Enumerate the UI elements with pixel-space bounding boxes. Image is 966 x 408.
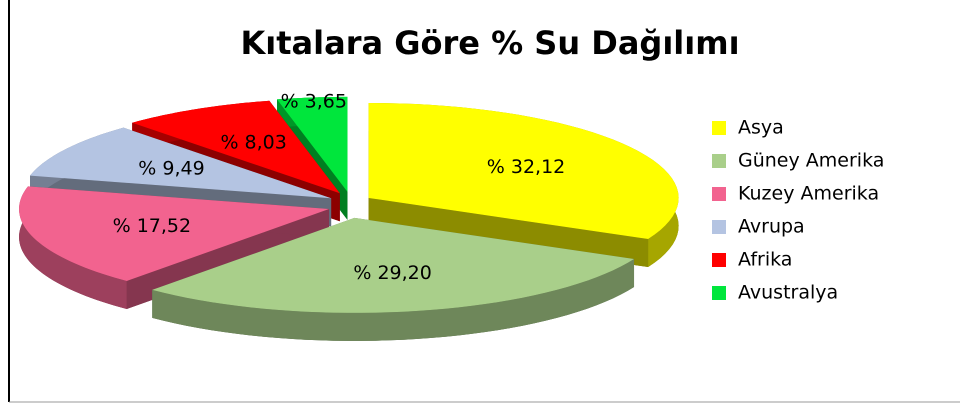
data-label: % 9,49: [138, 157, 204, 179]
data-label: % 32,12: [487, 156, 566, 178]
pie-slice: [30, 127, 332, 199]
legend-label: Güney Amerika: [738, 150, 884, 172]
slice-side: [152, 258, 635, 341]
data-label: % 8,03: [220, 131, 286, 153]
chart-title: Kıtalara Göre % Su Dağılımı: [240, 24, 739, 62]
legend-swatch: [712, 286, 726, 300]
data-label: % 29,20: [353, 262, 432, 284]
slice-wall: [368, 197, 649, 268]
slice-side: [19, 186, 127, 310]
pie-slice: [368, 102, 679, 240]
legend-label: Avrupa: [738, 216, 805, 238]
legend-label: Avustralya: [738, 282, 838, 304]
legend-swatch: [712, 253, 726, 267]
legend-label: Kuzey Amerika: [738, 183, 879, 205]
legend-label: Afrika: [738, 249, 792, 271]
legend-swatch: [712, 187, 726, 201]
legend-swatch: [712, 220, 726, 234]
pie-slice: [277, 96, 348, 192]
legend-label: Asya: [738, 117, 784, 139]
data-label: % 3,65: [281, 91, 347, 113]
data-label: % 17,52: [113, 215, 192, 237]
legend-swatch: [712, 154, 726, 168]
pie-slice: [19, 186, 330, 282]
pie-slice: [152, 217, 635, 313]
pie-slice: [132, 100, 340, 194]
legend-swatch: [712, 121, 726, 135]
